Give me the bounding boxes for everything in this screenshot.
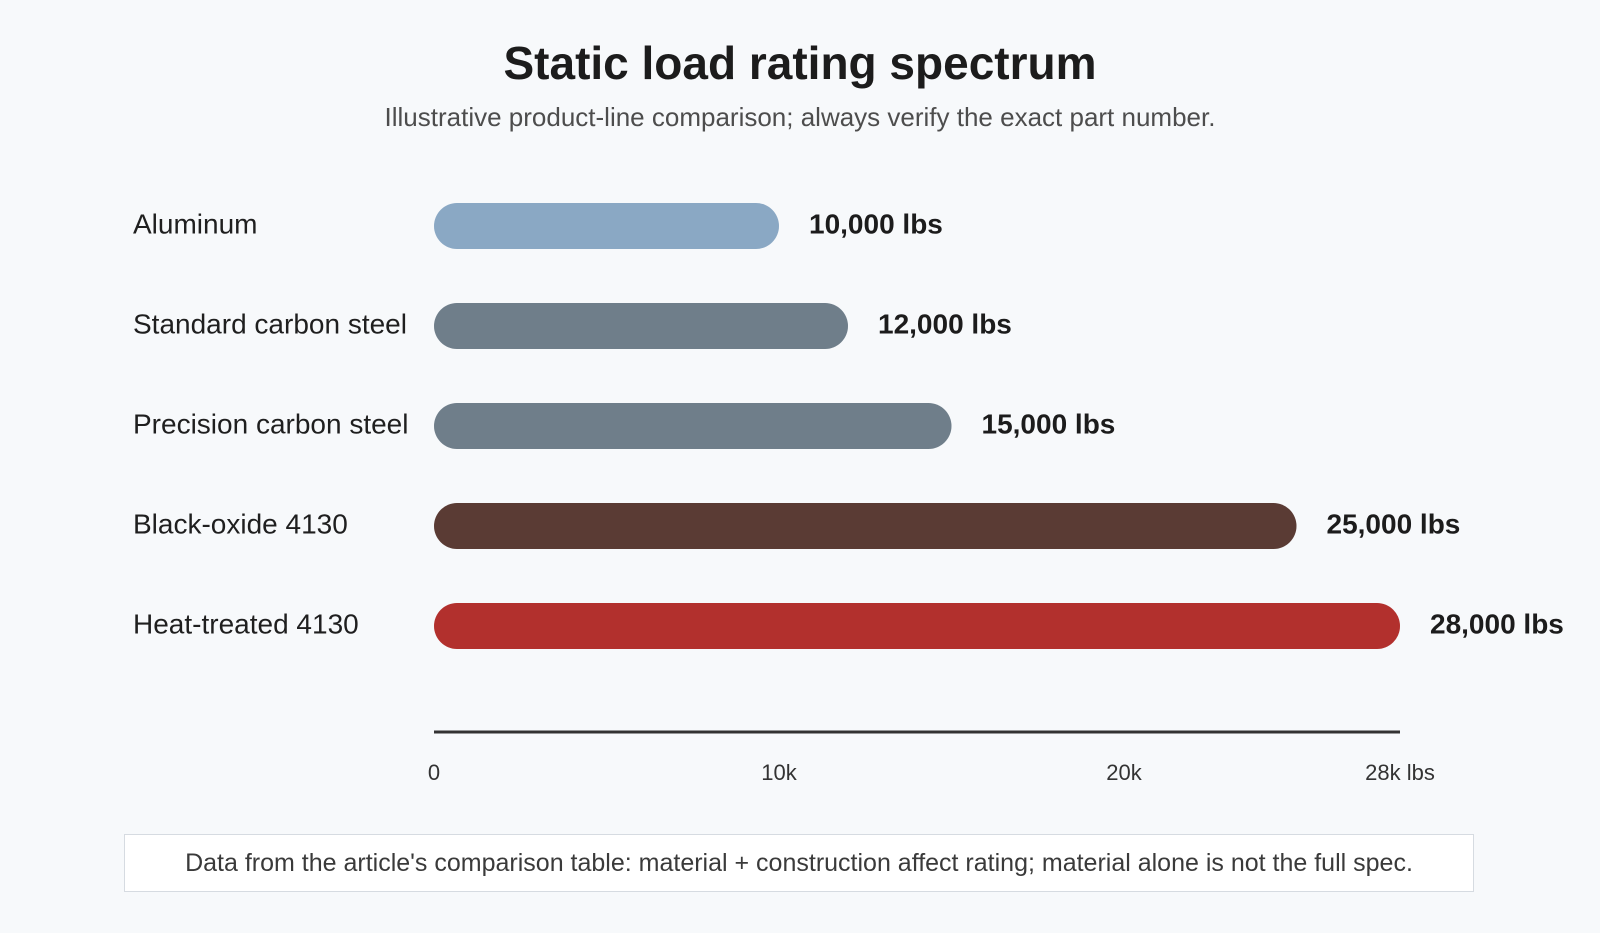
category-label-precision-carbon-steel: Precision carbon steel xyxy=(133,408,408,439)
x-axis: 0 10k 20k 28k lbs xyxy=(428,730,1435,785)
chart-title: Static load rating spectrum xyxy=(503,37,1097,89)
category-label-standard-carbon-steel: Standard carbon steel xyxy=(133,308,407,339)
value-label-heat-treated-4130: 28,000 lbs xyxy=(1430,608,1564,639)
x-tick-label: 20k xyxy=(1106,760,1142,785)
value-label-standard-carbon-steel: 12,000 lbs xyxy=(878,308,1012,339)
category-label-black-oxide-4130: Black-oxide 4130 xyxy=(133,508,348,539)
bar-standard-carbon-steel xyxy=(434,303,848,349)
value-label-precision-carbon-steel: 15,000 lbs xyxy=(982,408,1116,439)
footnote-text: Data from the article's comparison table… xyxy=(185,848,1413,877)
bars-layer: Aluminum 10,000 lbs Standard carbon steel 1… xyxy=(133,203,1564,649)
bar-black-oxide-4130 xyxy=(434,503,1297,549)
category-label-aluminum: Aluminum xyxy=(133,208,257,239)
footnote-box: Data from the article's comparison table… xyxy=(124,834,1474,892)
chart-subtitle: Illustrative product-line comparison; al… xyxy=(384,102,1216,132)
x-tick-label: 28k lbs xyxy=(1365,760,1435,785)
bar-aluminum xyxy=(434,203,779,249)
value-label-aluminum: 10,000 lbs xyxy=(809,208,943,239)
bar-precision-carbon-steel xyxy=(434,403,952,449)
bar-heat-treated-4130 xyxy=(434,603,1400,649)
value-label-black-oxide-4130: 25,000 lbs xyxy=(1327,508,1461,539)
x-tick-label: 0 xyxy=(428,760,440,785)
category-label-heat-treated-4130: Heat-treated 4130 xyxy=(133,608,359,639)
x-tick-label: 10k xyxy=(761,760,797,785)
